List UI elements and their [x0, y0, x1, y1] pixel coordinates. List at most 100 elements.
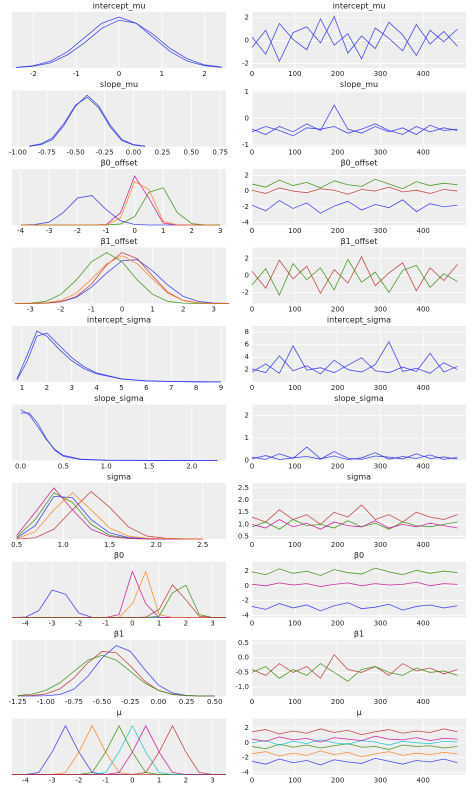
x-tick-label: 6 — [144, 384, 149, 392]
series-line — [251, 258, 458, 296]
series-line — [20, 181, 221, 226]
x-tick-label: 300 — [374, 306, 387, 314]
series-line — [251, 757, 458, 766]
x-tick-label: 200 — [331, 149, 344, 157]
series-line — [20, 412, 218, 461]
y-tick-label: 0.5 — [238, 639, 249, 647]
x-tick-label: -1 — [102, 777, 109, 785]
x-tick-label: 100 — [288, 620, 301, 628]
x-tick-label: 0 — [250, 227, 254, 235]
y-tick-label: -2 — [242, 203, 249, 211]
y-tick-label: -2 — [242, 754, 249, 762]
x-tick-label: 2.0 — [151, 541, 162, 549]
x-tick-label: -0.25 — [121, 698, 139, 706]
x-tick-label: -1 — [88, 306, 95, 314]
y-tick-label: 2 — [245, 255, 249, 263]
x-tick-label: 0 — [250, 541, 254, 549]
y-tick-label: -4 — [242, 219, 250, 227]
series-line — [251, 663, 458, 682]
panel-title: intercept_mu — [333, 2, 386, 11]
x-tick-label: -2 — [57, 306, 64, 314]
panel-title: β0_offset — [341, 159, 378, 168]
x-tick-label: 100 — [288, 149, 301, 157]
x-tick-label: 0 — [250, 620, 254, 628]
series-line — [251, 654, 458, 679]
x-tick-label: 0.5 — [11, 541, 22, 549]
series-line — [17, 645, 215, 697]
x-tick-label: 1.5 — [143, 463, 154, 471]
x-tick-label: 8 — [194, 384, 198, 392]
x-tick-label: 0 — [250, 306, 254, 314]
plot-background — [12, 640, 226, 696]
series-line — [15, 252, 230, 304]
x-tick-label: 300 — [374, 620, 387, 628]
y-tick-label: 4 — [245, 353, 250, 361]
x-tick-label: 300 — [374, 777, 387, 785]
x-tick-label: 0 — [117, 70, 121, 78]
x-tick-label: 400 — [417, 463, 430, 471]
y-tick-label: 2 — [245, 171, 249, 179]
x-tick-label: 100 — [288, 70, 301, 78]
x-tick-label: 2 — [45, 384, 49, 392]
plot-background — [252, 561, 466, 618]
x-tick-label: 300 — [374, 149, 387, 157]
x-tick-label: 3 — [218, 227, 222, 235]
y-tick-label: -1 — [242, 141, 249, 149]
panel-title: slope_sigma — [334, 394, 384, 403]
x-tick-label: 200 — [331, 463, 344, 471]
x-tick-label: 0.5 — [58, 463, 69, 471]
x-tick-label: 100 — [288, 227, 301, 235]
x-tick-label: -3 — [49, 620, 56, 628]
series-line — [251, 123, 458, 137]
x-tick-label: -4 — [22, 777, 30, 785]
x-tick-label: 0.50 — [184, 149, 200, 157]
x-tick-label: 300 — [374, 698, 387, 706]
x-tick-label: 100 — [288, 463, 301, 471]
plot-background — [12, 483, 226, 539]
x-tick-label: 2 — [202, 70, 206, 78]
series-line — [15, 255, 230, 304]
x-tick-label: -3 — [27, 306, 34, 314]
x-tick-label: -2 — [75, 620, 82, 628]
x-tick-label: 1 — [20, 384, 24, 392]
x-tick-label: 200 — [331, 620, 344, 628]
y-tick-label: 0.5 — [238, 533, 249, 541]
series-line — [29, 96, 146, 147]
x-tick-label: 200 — [331, 541, 344, 549]
series-line — [251, 186, 458, 195]
x-tick-label: 300 — [374, 70, 387, 78]
series-line — [251, 178, 458, 190]
series-line — [251, 15, 458, 63]
x-tick-label: 300 — [374, 463, 387, 471]
series-line — [251, 567, 458, 576]
panel-title: β0 — [114, 551, 124, 560]
x-tick-label: -0.75 — [65, 698, 83, 706]
x-tick-label: -1 — [103, 227, 110, 235]
series-line — [251, 199, 458, 214]
x-tick-label: 2 — [181, 306, 185, 314]
x-tick-label: 0.25 — [155, 149, 171, 157]
y-tick-label: 2 — [245, 724, 249, 732]
panel-title: slope_mu — [340, 80, 378, 89]
y-tick-label: 1 — [245, 434, 249, 442]
panel-title: intercept_sigma — [327, 316, 391, 325]
series-line — [17, 654, 215, 697]
plot-background — [12, 247, 226, 304]
panel-title: β0 — [354, 551, 364, 560]
y-tick-label: 0 — [245, 739, 249, 747]
plot-background — [252, 483, 466, 539]
y-tick-label: -4 — [242, 611, 250, 619]
y-tick-label: 2.0 — [238, 496, 249, 504]
series-line — [16, 16, 222, 68]
x-tick-label: 0.00 — [126, 149, 142, 157]
x-tick-label: 100 — [288, 384, 301, 392]
x-tick-label: 2.0 — [186, 463, 197, 471]
series-line — [251, 743, 458, 750]
y-tick-label: -2 — [242, 59, 249, 67]
x-tick-label: 0.50 — [207, 698, 223, 706]
y-tick-label: 0 — [245, 37, 249, 45]
plot-background — [252, 326, 466, 382]
x-tick-label: -4 — [22, 620, 30, 628]
y-tick-label: 1 — [245, 88, 249, 96]
x-tick-label: 0 — [130, 777, 134, 785]
